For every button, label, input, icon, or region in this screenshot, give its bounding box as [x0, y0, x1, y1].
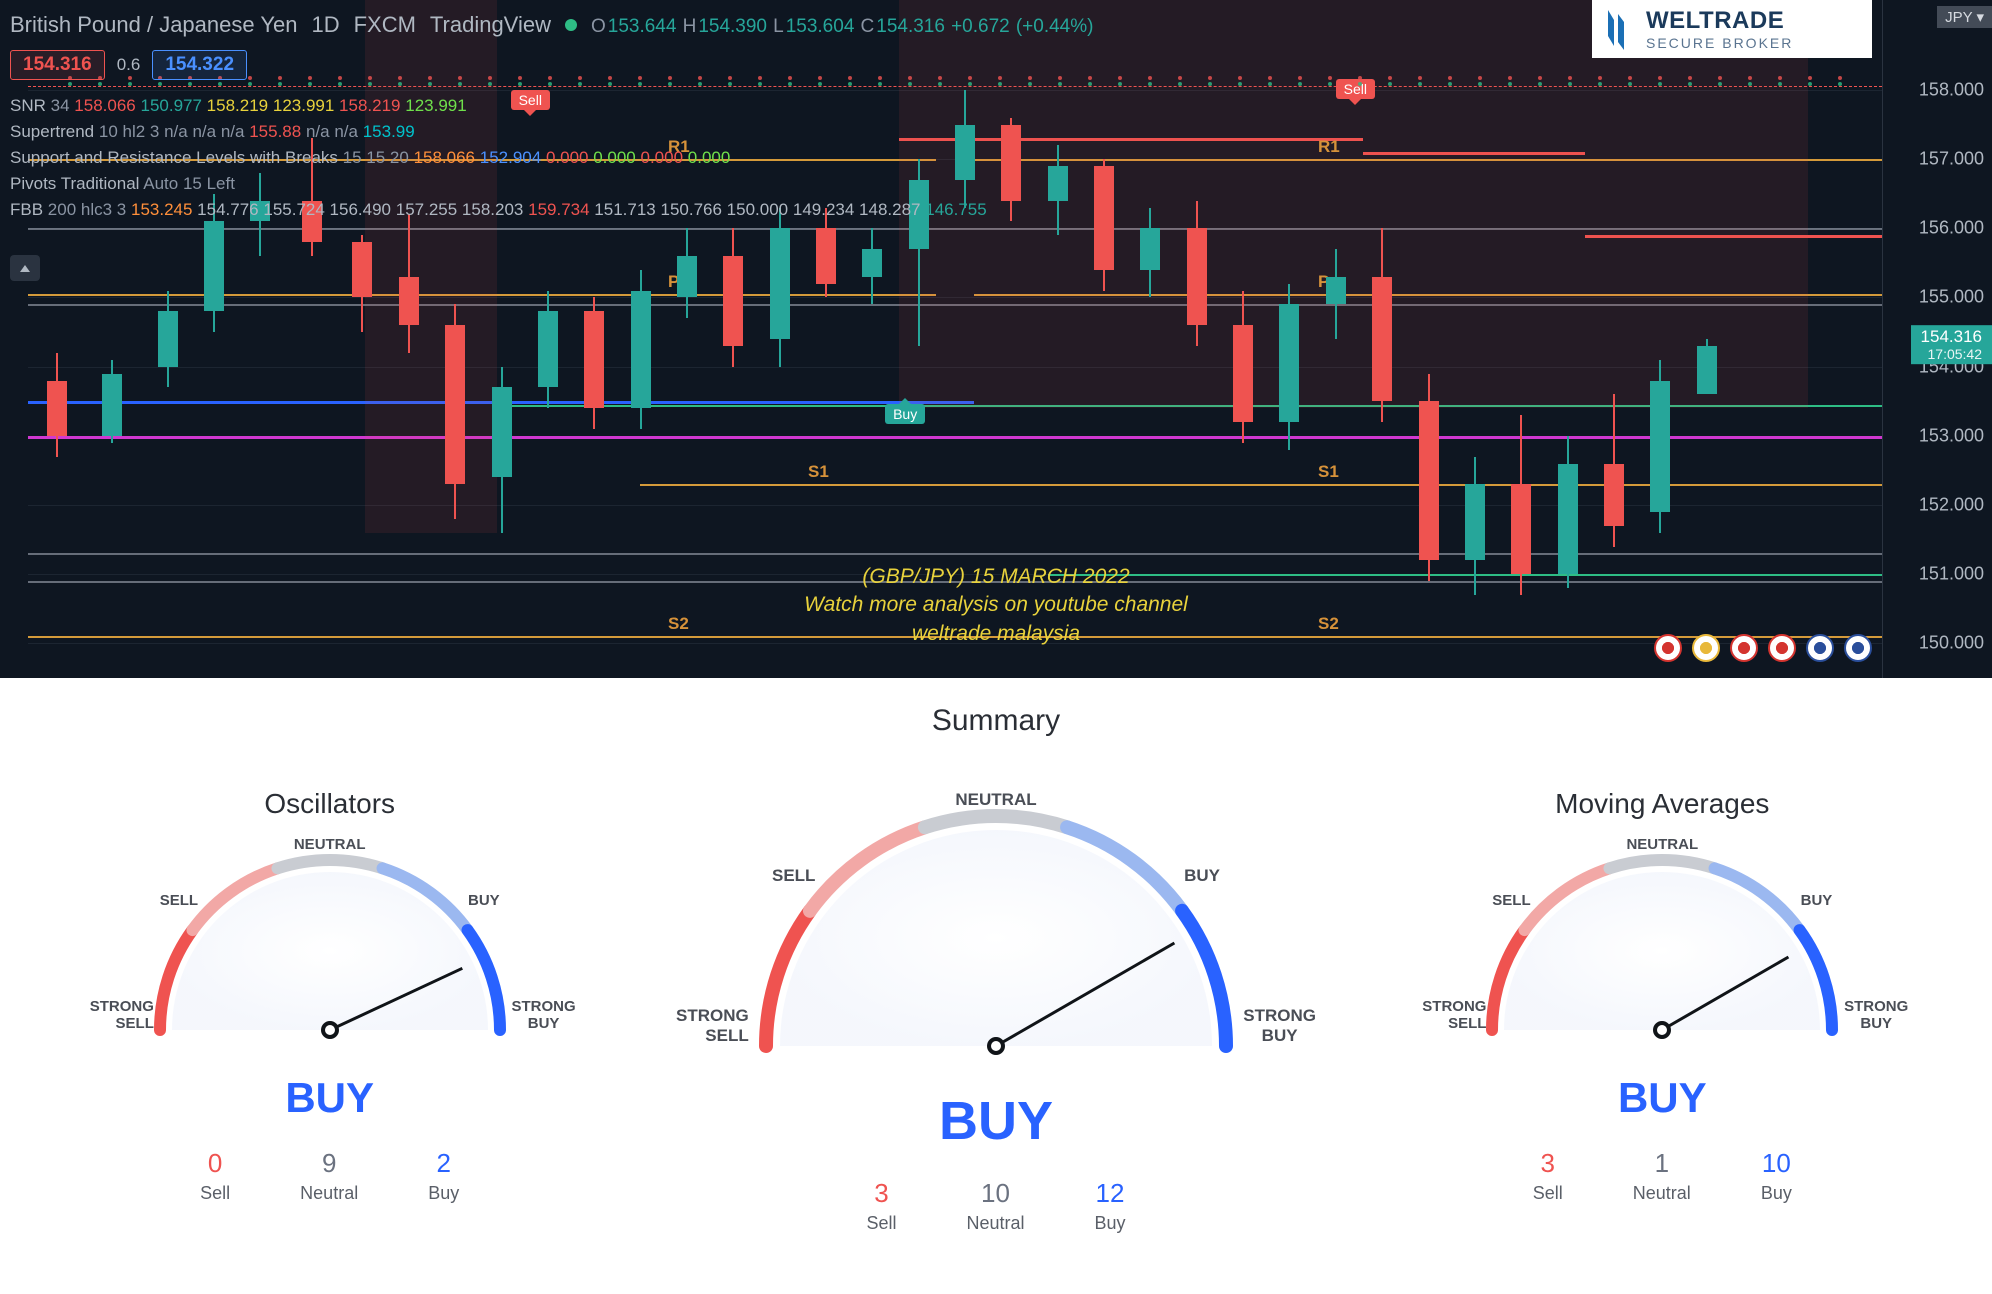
y-tick: 155.000 [1919, 287, 1984, 308]
symbol-header: British Pound / Japanese Yen 1D FXCM Tra… [10, 12, 1093, 38]
gauge-verdict: BUY [1373, 1074, 1952, 1122]
y-tick: 156.000 [1919, 218, 1984, 239]
flag-icon-row [1654, 634, 1872, 662]
gauge-title: Oscillators [40, 788, 619, 820]
flag-icon [1692, 634, 1720, 662]
y-axis: JPY ▾ 150.000151.000152.000153.000154.00… [1882, 0, 1992, 678]
pivot-r1: R1 [1318, 137, 1340, 157]
interval[interactable]: 1D [311, 12, 339, 38]
gauge-counts: 3Sell10Neutral12Buy [619, 1178, 1372, 1234]
gauge-counts: 3Sell1Neutral10Buy [1373, 1148, 1952, 1204]
indicator-supertrend[interactable]: Supertrend 10 hl2 3 n/a n/a n/a 155.88 n… [10, 122, 415, 142]
watermark-text: (GBP/JPY) 15 MARCH 2022 Watch more analy… [804, 563, 1188, 648]
spread: 0.6 [117, 55, 141, 75]
flag-icon [1768, 634, 1796, 662]
collapse-indicators-button[interactable] [10, 255, 40, 281]
indicator-support-and-resistance-levels-with-breaks[interactable]: Support and Resistance Levels with Break… [10, 148, 730, 168]
gauge-dial: STRONG SELLSELLNEUTRALBUYSTRONG BUY [736, 796, 1256, 1076]
gauge-dial: STRONG SELLSELLNEUTRALBUYSTRONG BUY [140, 840, 520, 1060]
indicator-fbb[interactable]: FBB 200 hlc3 3 153.245 154.776 155.724 1… [10, 200, 987, 220]
y-tick: 151.000 [1919, 564, 1984, 585]
y-tick: 153.000 [1919, 425, 1984, 446]
y-tick: 150.000 [1919, 633, 1984, 654]
market-status-icon [565, 19, 577, 31]
weltrade-logo: WELTRADESECURE BROKER [1592, 0, 1872, 58]
symbol-name[interactable]: British Pound / Japanese Yen [10, 12, 297, 38]
pivot-s2: S2 [668, 614, 689, 634]
provider: TradingView [430, 12, 551, 38]
sell-marker: Sell [1336, 79, 1375, 99]
live-price-tag: 154.31617:05:42 [1911, 325, 1992, 365]
pair-dropdown[interactable]: JPY ▾ [1937, 6, 1992, 28]
bid-ask-badges: 154.316 0.6 154.322 [10, 50, 247, 80]
y-tick: 157.000 [1919, 149, 1984, 170]
pivot-s1: S1 [808, 462, 829, 482]
flag-icon [1654, 634, 1682, 662]
gauge-verdict: BUY [40, 1074, 619, 1122]
indicator-pivots-traditional[interactable]: Pivots Traditional Auto 15 Left [10, 174, 235, 194]
gauge-ma: Moving Averages STRONG SELLSELLNEUTRALBUY… [1373, 788, 1952, 1234]
flag-icon [1844, 634, 1872, 662]
pivot-s1: S1 [1318, 462, 1339, 482]
sell-marker: Sell [511, 90, 550, 110]
bid-badge[interactable]: 154.316 [10, 50, 105, 80]
buy-marker: Buy [885, 404, 925, 424]
gauge-dial: STRONG SELLSELLNEUTRALBUYSTRONG BUY [1472, 840, 1852, 1060]
technical-gauges-row: OscillatorsSTRONG SELLSELLNEUTRALBUYSTRO… [0, 758, 1992, 1294]
flag-icon [1806, 634, 1834, 662]
gauge-counts: 0Sell9Neutral2Buy [40, 1148, 619, 1204]
gauge-title: Moving Averages [1373, 788, 1952, 820]
ask-badge[interactable]: 154.322 [152, 50, 247, 80]
flag-icon [1730, 634, 1758, 662]
countdown: 17:05:42 [1921, 347, 1982, 363]
exchange: FXCM [354, 12, 416, 38]
price-chart-panel: R1R1PPS1S1S2S2SellBuySell JPY ▾ 150.0001… [0, 0, 1992, 678]
gauge-summary: STRONG SELLSELLNEUTRALBUYSTRONG BUY BUY 3S… [619, 788, 1372, 1234]
y-tick: 158.000 [1919, 79, 1984, 100]
gauge-oscillators: Oscillators STRONG SELLSELLNEUTRALBUYSTRO… [40, 788, 619, 1234]
summary-heading: Summary [0, 704, 1992, 738]
indicator-snr[interactable]: SNR 34 158.066 150.977 158.219 123.991 1… [10, 96, 467, 116]
ohlc-readout: 153.644 154.390 153.604 154.316 +0.672 (… [591, 12, 1093, 38]
pivot-s2: S2 [1318, 614, 1339, 634]
y-tick: 152.000 [1919, 495, 1984, 516]
live-price: 154.316 [1921, 327, 1982, 346]
gauge-verdict: BUY [619, 1090, 1372, 1152]
